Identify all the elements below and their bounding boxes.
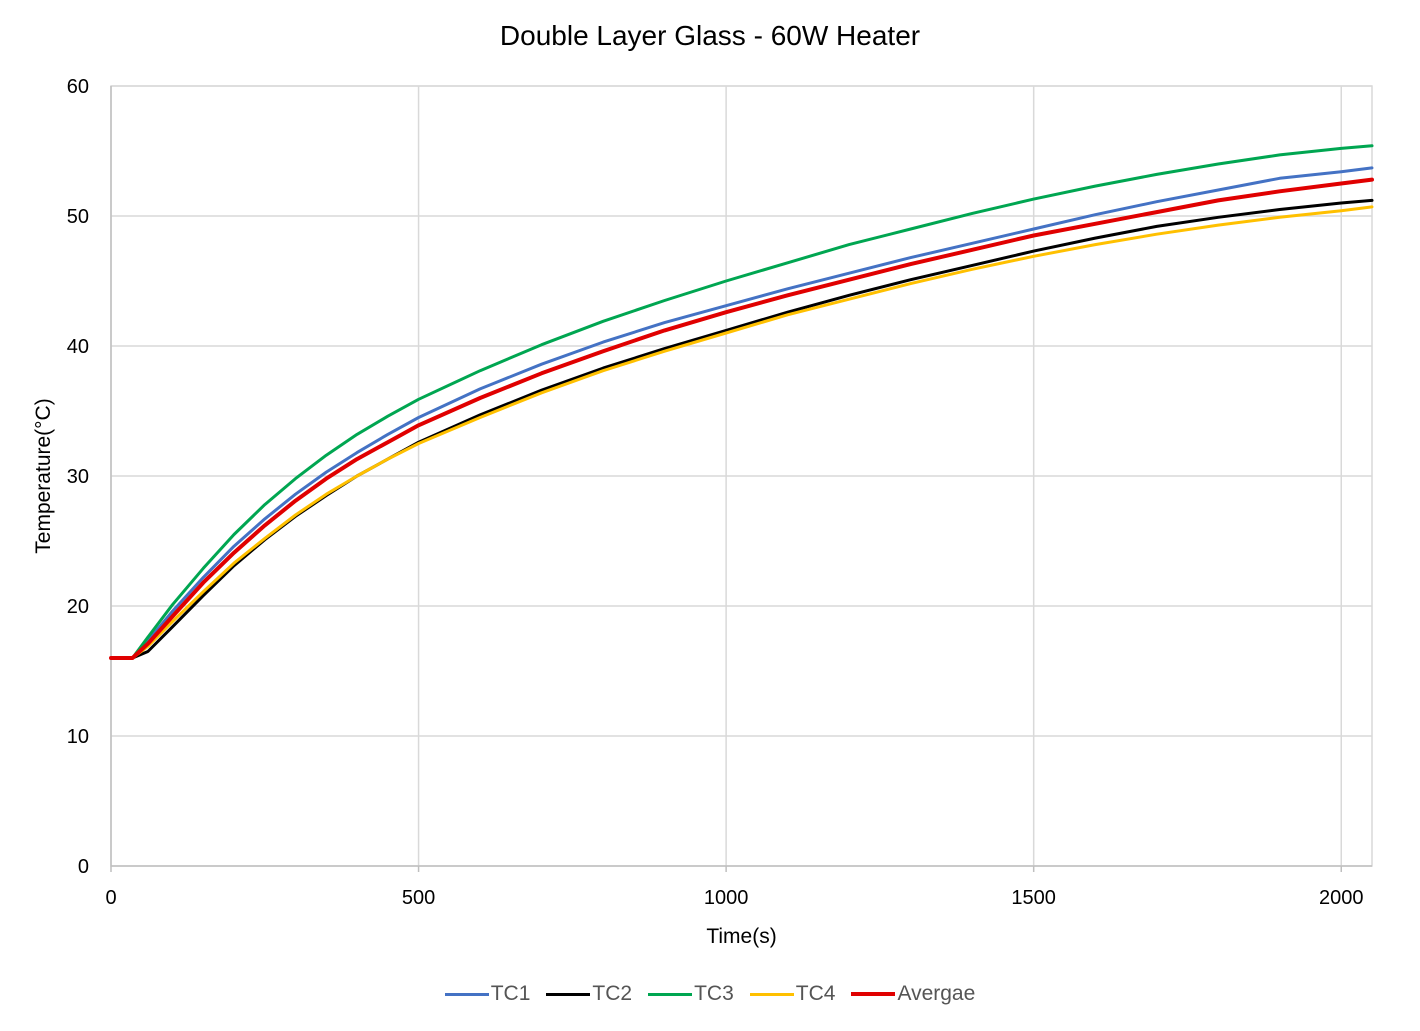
legend-item-tc2: TC2 — [546, 982, 632, 1006]
legend-swatch — [546, 992, 591, 996]
y-tick-label: 40 — [67, 336, 89, 358]
series-line-tc2 — [109, 198, 1374, 660]
legend-item-tc4: TC4 — [749, 982, 836, 1006]
legend-label: TC1 — [490, 982, 531, 1005]
x-tick-label: 1000 — [704, 887, 749, 909]
legend-label: TC3 — [694, 982, 734, 1005]
series-line-tc3 — [109, 144, 1374, 660]
axes — [110, 85, 1373, 872]
plot-area: 0 10 20 30 40 50 60 0 500 1000 1500 2000 Time(s) Te… — [32, 76, 1374, 948]
legend-label: TC2 — [592, 982, 633, 1005]
x-tick-label: 2000 — [1319, 887, 1364, 909]
y-tick-label: 10 — [67, 726, 89, 748]
x-tick-label: 1500 — [1011, 887, 1056, 909]
legend-item-avergae: Avergae — [851, 982, 975, 1006]
y-tick-label: 30 — [67, 466, 89, 488]
y-axis-label: Temperature(°C) — [32, 398, 55, 553]
legend-label: TC4 — [795, 982, 836, 1005]
series-lines — [109, 144, 1374, 660]
legend-item-tc1: TC1 — [444, 982, 531, 1006]
x-tick-label: 0 — [105, 887, 116, 909]
legend-swatch — [444, 992, 489, 996]
legend: TC1 TC2 TC3 TC4 Avergae — [0, 982, 1420, 1006]
y-tick-label: 0 — [78, 856, 89, 878]
legend-swatch — [648, 992, 693, 996]
legend-swatch — [851, 992, 896, 996]
legend-swatch — [749, 992, 794, 996]
y-tick-label: 60 — [67, 76, 89, 98]
legend-label: Avergae — [897, 982, 976, 1005]
y-tick-label: 50 — [67, 206, 89, 228]
series-line-avergae — [109, 177, 1374, 660]
y-tick-label: 20 — [67, 596, 89, 618]
legend-item-tc3: TC3 — [648, 982, 734, 1006]
series-line-tc1 — [109, 166, 1374, 660]
tick-labels: 0 10 20 30 40 50 60 0 500 1000 1500 2000 — [67, 76, 1364, 909]
series-line-tc4 — [109, 205, 1374, 660]
chart-title: Double Layer Glass - 60W Heater — [499, 20, 921, 51]
x-tick-label: 500 — [402, 887, 435, 909]
x-axis-label: Time(s) — [706, 925, 776, 948]
